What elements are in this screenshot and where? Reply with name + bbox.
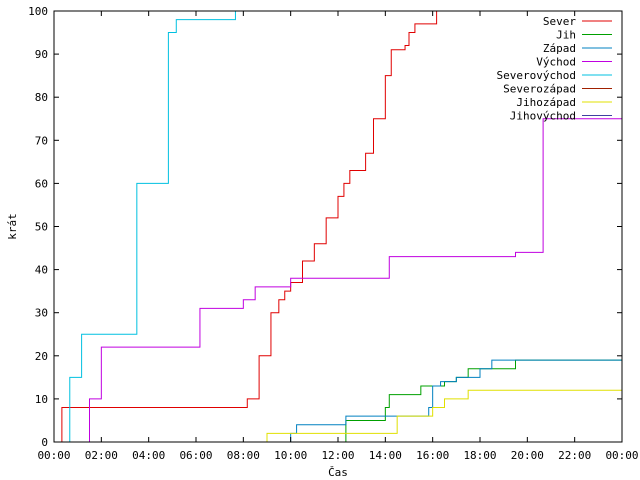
y-tick-label: 20	[35, 350, 48, 363]
x-tick-label: 06:00	[179, 449, 212, 462]
x-tick-label: 08:00	[227, 449, 260, 462]
x-tick-label: 02:00	[85, 449, 118, 462]
x-axis-label: Čas	[328, 466, 348, 479]
tick-layer: 0 10 20 30 40 50 60 70 80 90 100 00:00 02:00 04:00 06:…	[28, 5, 638, 462]
x-tick-label: 00:00	[605, 449, 638, 462]
y-tick-label: 60	[35, 177, 48, 190]
legend-label: Východ	[536, 56, 576, 69]
legend-label: Severovýchod	[497, 69, 576, 82]
series-line-3	[54, 118, 622, 443]
x-tick-label: 10:00	[274, 449, 307, 462]
y-tick-label: 40	[35, 264, 48, 277]
series-line-6	[54, 389, 622, 443]
y-tick-label: 100	[28, 5, 48, 18]
y-tick-label: 0	[41, 436, 48, 449]
y-tick-label: 30	[35, 307, 48, 320]
legend-label: Jihozápad	[516, 96, 576, 109]
legend-label: Jihovýchod	[510, 110, 576, 123]
legend-label: Západ	[543, 42, 576, 55]
y-tick-label: 70	[35, 134, 48, 147]
y-tick-label: 50	[35, 221, 48, 234]
legend-label: Sever	[543, 15, 576, 28]
legend-label: Severozápad	[503, 83, 576, 96]
y-tick-label: 10	[35, 393, 48, 406]
series-line-4	[54, 10, 622, 443]
x-tick-label: 18:00	[463, 449, 496, 462]
y-tick-label: 90	[35, 48, 48, 61]
x-tick-label: 16:00	[416, 449, 449, 462]
x-tick-label: 20:00	[511, 449, 544, 462]
series-line-0	[54, 10, 622, 443]
y-tick-label: 80	[35, 91, 48, 104]
x-tick-label: 12:00	[321, 449, 354, 462]
legend-label: Jih	[556, 29, 576, 42]
x-tick-label: 00:00	[37, 449, 70, 462]
plot-frame	[53, 10, 623, 443]
x-tick-label: 04:00	[132, 449, 165, 462]
x-tick-label: 22:00	[558, 449, 591, 462]
y-axis-label: krát	[6, 213, 19, 240]
x-tick-label: 14:00	[369, 449, 402, 462]
legend: SeverJihZápadVýchodSeverovýchodSeverozáp…	[497, 15, 612, 123]
